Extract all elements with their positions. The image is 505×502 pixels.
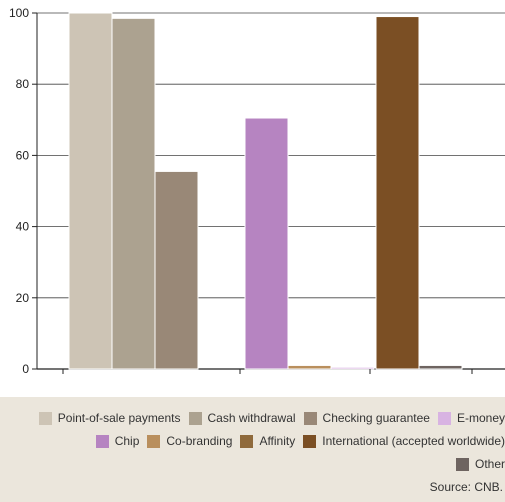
- legend-swatch: [240, 434, 254, 448]
- y-tick-label: 100: [9, 6, 29, 20]
- legend-swatch: [188, 411, 202, 425]
- y-tick-label: 40: [16, 220, 30, 234]
- legend-label: Co-branding: [166, 434, 233, 448]
- legend-row: Chip Co-branding Affinity International (ac…: [0, 434, 505, 448]
- legend-swatch: [455, 457, 469, 471]
- legend-label: International (accepted worldwide): [322, 434, 505, 448]
- legend-swatch: [437, 411, 451, 425]
- legend-row: Point-of-sale payments Cash withdrawal Che…: [0, 411, 505, 425]
- legend-label: E-money: [456, 411, 505, 425]
- bar: [244, 117, 289, 370]
- legend-item: Chip: [95, 434, 140, 448]
- y-tick-label: 80: [16, 77, 30, 91]
- legend-swatch: [303, 434, 317, 448]
- legend-item: International (accepted worldwide): [303, 434, 505, 448]
- legend-swatch: [38, 411, 52, 425]
- bar: [330, 366, 375, 370]
- legend-item: Other: [455, 457, 505, 471]
- legend-item: E-money: [437, 411, 505, 425]
- legend-label: Cash withdrawal: [207, 411, 296, 425]
- chart-plot: 0 20 40 60 80 100: [9, 6, 505, 376]
- legend-label: Checking guarantee: [322, 411, 430, 425]
- legend-item: Affinity: [240, 434, 295, 448]
- y-tick-label: 60: [16, 148, 30, 162]
- legend-item: Co-branding: [147, 434, 232, 448]
- bar: [111, 17, 156, 370]
- legend-item: Point-of-sale payments: [38, 411, 181, 425]
- legend-label: Point-of-sale payments: [57, 411, 181, 425]
- bar: [375, 16, 420, 370]
- legend-label: Other: [474, 457, 505, 471]
- legend-row: Other: [0, 457, 505, 471]
- bar: [287, 364, 332, 370]
- legend-item: Cash withdrawal: [188, 411, 296, 425]
- legend-label: Chip: [114, 434, 140, 448]
- source-note: Source: CNB.: [429, 480, 503, 494]
- bar: [418, 364, 463, 370]
- legend-item: Checking guarantee: [303, 411, 430, 425]
- y-tick-label: 0: [22, 362, 29, 376]
- y-tick-label: 20: [16, 291, 30, 305]
- legend-label: Affinity: [259, 434, 296, 448]
- legend-swatch: [95, 434, 109, 448]
- bar: [68, 12, 113, 370]
- bar: [154, 170, 199, 370]
- legend: Point-of-sale payments Cash withdrawal Che…: [0, 397, 505, 502]
- legend-swatch: [303, 411, 317, 425]
- legend-swatch: [147, 434, 161, 448]
